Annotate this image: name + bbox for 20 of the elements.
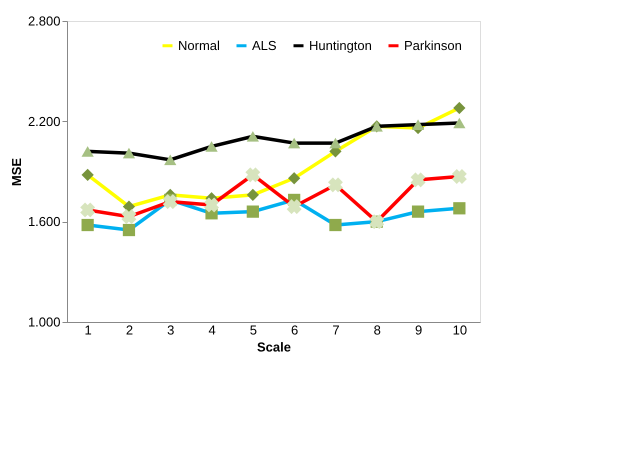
y-axis-title: MSE bbox=[8, 158, 24, 186]
legend-label: Huntington bbox=[309, 38, 372, 53]
x-tick-label: 5 bbox=[250, 322, 257, 338]
legend-label: Normal bbox=[178, 38, 220, 53]
x-tick-label: 3 bbox=[167, 322, 174, 338]
x-tick-label: 10 bbox=[452, 322, 468, 338]
x-tick-label: 7 bbox=[332, 322, 340, 338]
x-tick-label: 1 bbox=[84, 322, 92, 338]
y-tick-label: 1.600 bbox=[28, 214, 60, 230]
y-tick-label: 2.800 bbox=[28, 14, 60, 28]
x-tick-label: 8 bbox=[374, 322, 381, 338]
y-tick-label: 2.200 bbox=[28, 114, 60, 129]
x-tick-label: 4 bbox=[208, 322, 216, 338]
x-tick-label: 9 bbox=[414, 322, 422, 338]
legend-label: Parkinson bbox=[404, 38, 462, 53]
x-axis-title: Scale bbox=[257, 340, 291, 354]
x-tick-label: 6 bbox=[291, 322, 298, 338]
legend-label: ALS bbox=[252, 38, 277, 53]
y-tick-label: 1.000 bbox=[28, 314, 60, 330]
x-tick-label: 2 bbox=[126, 322, 134, 338]
